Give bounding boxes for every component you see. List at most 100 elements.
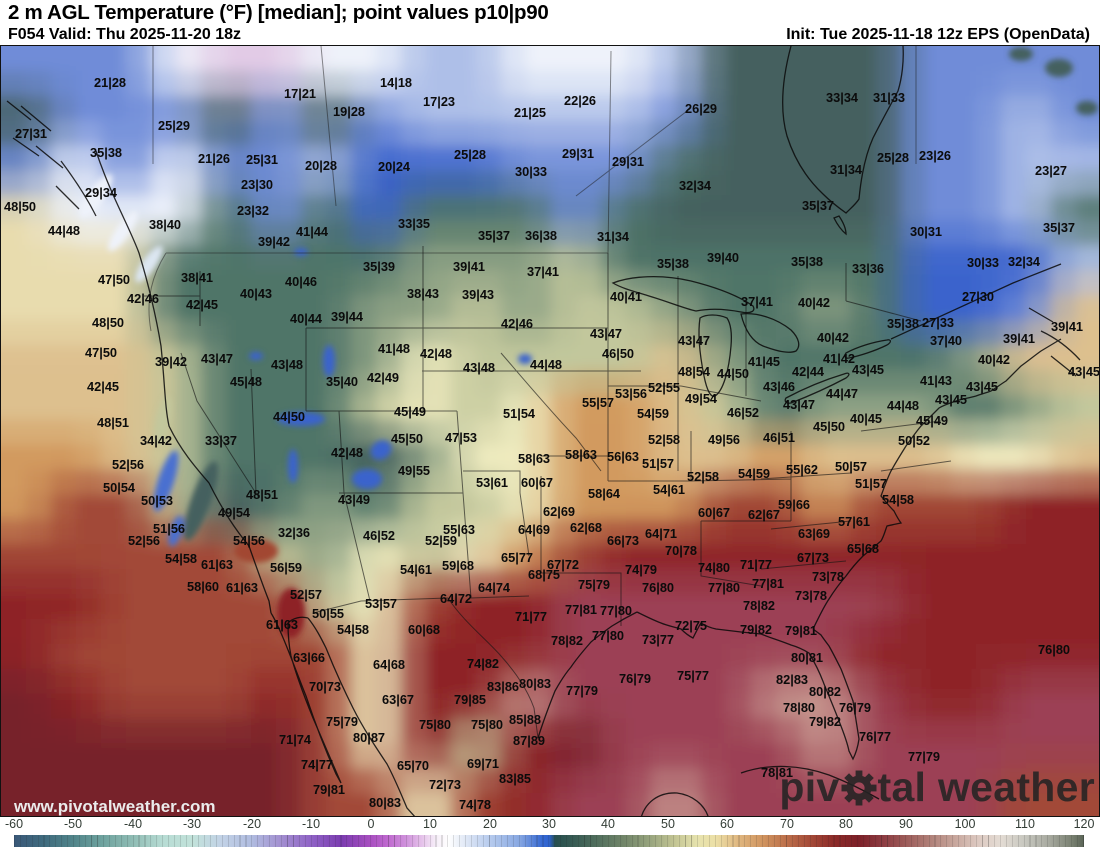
svg-text:36|38: 36|38 <box>525 228 557 243</box>
svg-text:49|55: 49|55 <box>398 463 430 478</box>
svg-text:29|31: 29|31 <box>612 154 644 169</box>
svg-text:43|47: 43|47 <box>783 397 815 412</box>
svg-text:23|26: 23|26 <box>919 148 951 163</box>
svg-text:48|50: 48|50 <box>92 315 124 330</box>
svg-text:68|75: 68|75 <box>528 567 560 582</box>
svg-text:23|32: 23|32 <box>237 203 269 218</box>
svg-text:35|38: 35|38 <box>791 254 823 269</box>
svg-text:40|42: 40|42 <box>817 330 849 345</box>
svg-text:80|82: 80|82 <box>809 684 841 699</box>
svg-text:78|82: 78|82 <box>743 598 775 613</box>
svg-text:58|60: 58|60 <box>187 579 219 594</box>
svg-text:38|43: 38|43 <box>407 286 439 301</box>
svg-text:46|52: 46|52 <box>727 405 759 420</box>
svg-text:52|56: 52|56 <box>112 457 144 472</box>
svg-text:46|52: 46|52 <box>363 528 395 543</box>
svg-text:34|42: 34|42 <box>140 433 172 448</box>
svg-text:77|80: 77|80 <box>592 628 624 643</box>
svg-text:49|56: 49|56 <box>708 432 740 447</box>
svg-text:45|48: 45|48 <box>230 374 262 389</box>
svg-text:69|71: 69|71 <box>467 756 499 771</box>
svg-text:40|46: 40|46 <box>285 274 317 289</box>
svg-text:85|88: 85|88 <box>509 712 541 727</box>
svg-text:33|37: 33|37 <box>205 433 237 448</box>
svg-text:33|34: 33|34 <box>826 90 859 105</box>
svg-text:56|59: 56|59 <box>270 560 302 575</box>
svg-text:79|81: 79|81 <box>785 623 817 638</box>
svg-text:44|50: 44|50 <box>717 366 749 381</box>
svg-text:54|56: 54|56 <box>233 533 265 548</box>
svg-text:65|70: 65|70 <box>397 758 429 773</box>
svg-text:74|80: 74|80 <box>698 560 730 575</box>
svg-text:42|48: 42|48 <box>420 346 452 361</box>
svg-text:43|48: 43|48 <box>463 360 495 375</box>
svg-text:29|31: 29|31 <box>562 146 594 161</box>
svg-text:43|47: 43|47 <box>678 333 710 348</box>
svg-text:17|23: 17|23 <box>423 94 455 109</box>
svg-text:77|81: 77|81 <box>565 602 597 617</box>
svg-text:51|57: 51|57 <box>855 476 887 491</box>
svg-text:60|68: 60|68 <box>408 622 440 637</box>
svg-text:37|41: 37|41 <box>527 264 559 279</box>
svg-text:59|68: 59|68 <box>442 558 474 573</box>
svg-text:45|49: 45|49 <box>394 404 426 419</box>
svg-text:72|73: 72|73 <box>429 777 461 792</box>
svg-text:80|87: 80|87 <box>353 730 385 745</box>
svg-text:78|82: 78|82 <box>551 633 583 648</box>
svg-text:73|77: 73|77 <box>642 632 674 647</box>
svg-text:20|24: 20|24 <box>378 159 411 174</box>
svg-text:77|80: 77|80 <box>708 580 740 595</box>
svg-text:33|35: 33|35 <box>398 216 430 231</box>
svg-text:47|53: 47|53 <box>445 430 477 445</box>
svg-text:31|34: 31|34 <box>830 162 863 177</box>
svg-text:78|81: 78|81 <box>761 765 793 780</box>
svg-text:32|36: 32|36 <box>278 525 310 540</box>
svg-text:43|48: 43|48 <box>271 357 303 372</box>
svg-text:21|26: 21|26 <box>198 151 230 166</box>
svg-text:40|44: 40|44 <box>290 311 323 326</box>
svg-text:51|54: 51|54 <box>503 406 536 421</box>
svg-text:74|77: 74|77 <box>301 757 333 772</box>
svg-text:45|50: 45|50 <box>813 419 845 434</box>
svg-text:62|68: 62|68 <box>570 520 602 535</box>
svg-text:31|33: 31|33 <box>873 90 905 105</box>
svg-text:42|45: 42|45 <box>87 379 119 394</box>
svg-text:76|80: 76|80 <box>1038 642 1070 657</box>
svg-text:40|42: 40|42 <box>978 352 1010 367</box>
svg-text:67|73: 67|73 <box>797 550 829 565</box>
svg-text:76|79: 76|79 <box>619 671 651 686</box>
svg-text:54|59: 54|59 <box>637 406 669 421</box>
svg-text:63|66: 63|66 <box>293 650 325 665</box>
svg-text:45|49: 45|49 <box>916 413 948 428</box>
svg-text:44|48: 44|48 <box>887 398 919 413</box>
svg-text:41|42: 41|42 <box>823 351 855 366</box>
svg-text:49|54: 49|54 <box>218 505 251 520</box>
svg-text:54|59: 54|59 <box>738 466 770 481</box>
svg-text:61|63: 61|63 <box>226 580 258 595</box>
svg-text:48|51: 48|51 <box>97 415 129 430</box>
svg-text:48|54: 48|54 <box>678 364 711 379</box>
svg-text:66|73: 66|73 <box>607 533 639 548</box>
svg-text:38|41: 38|41 <box>181 270 213 285</box>
svg-text:79|82: 79|82 <box>809 714 841 729</box>
svg-text:53|56: 53|56 <box>615 386 647 401</box>
svg-text:50|53: 50|53 <box>141 493 173 508</box>
svg-text:17|21: 17|21 <box>284 86 316 101</box>
svg-text:78|80: 78|80 <box>783 700 815 715</box>
svg-text:80|83: 80|83 <box>369 795 401 810</box>
svg-text:64|71: 64|71 <box>645 526 677 541</box>
svg-text:60|67: 60|67 <box>698 505 730 520</box>
svg-text:77|79: 77|79 <box>908 749 940 764</box>
svg-text:55|62: 55|62 <box>786 462 818 477</box>
svg-text:51|56: 51|56 <box>153 521 185 536</box>
svg-text:50|57: 50|57 <box>835 459 867 474</box>
svg-text:54|61: 54|61 <box>653 482 685 497</box>
svg-text:25|31: 25|31 <box>246 152 278 167</box>
svg-text:63|69: 63|69 <box>798 526 830 541</box>
svg-text:39|42: 39|42 <box>258 234 290 249</box>
svg-text:75|79: 75|79 <box>326 714 358 729</box>
svg-text:40|41: 40|41 <box>610 289 642 304</box>
svg-text:46|51: 46|51 <box>763 430 795 445</box>
svg-text:79|85: 79|85 <box>454 692 486 707</box>
svg-text:27|33: 27|33 <box>922 315 954 330</box>
